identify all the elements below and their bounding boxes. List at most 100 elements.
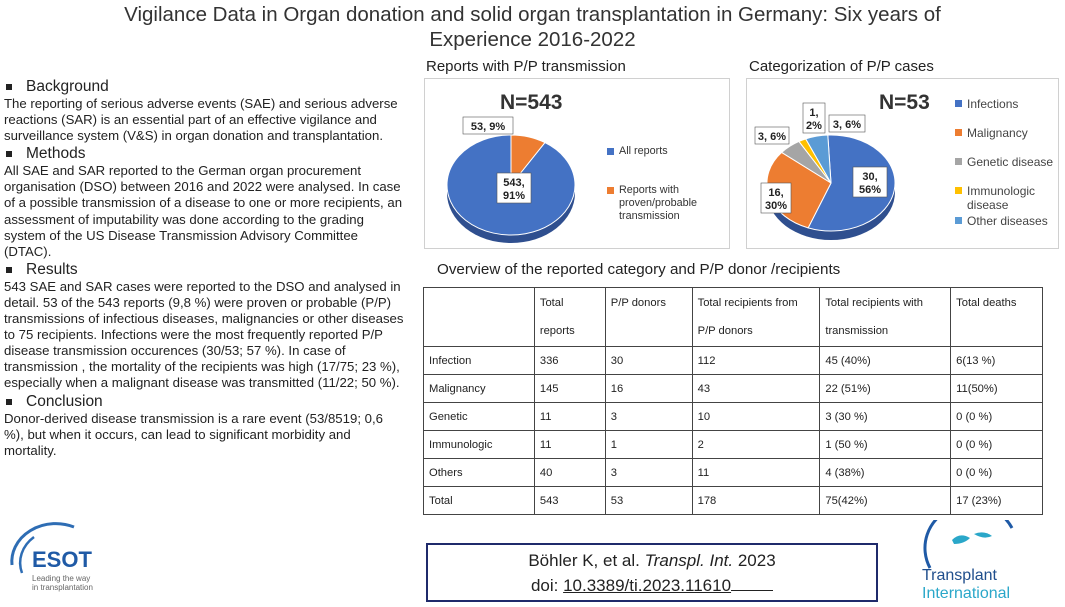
bullet-icon [6, 84, 12, 90]
header-cell: P/P donors [604, 287, 693, 347]
overview-table: Total reports P/P donors Total recipient… [423, 287, 1043, 515]
background-heading: Background [4, 78, 406, 96]
doi-line: doi: 10.3389/ti.2023.11610 [428, 573, 876, 598]
table-header-row: Total reports P/P donors Total recipient… [423, 287, 1043, 347]
header-cell: Total recipients from P/P donors [691, 287, 821, 347]
chart2-n-label: N=53 [879, 91, 930, 114]
svg-text:3, 6%: 3, 6% [833, 119, 861, 131]
chart1-n-label: N=543 [500, 91, 563, 114]
table-cell: 11 [533, 402, 606, 431]
table-row: Total 543 53 178 75(42%) 17 (23%) [423, 486, 1043, 515]
bullet-icon [6, 151, 12, 158]
row-label-cell: Others [423, 458, 535, 487]
esot-tagline-1: Leading the way [32, 574, 90, 583]
table-cell: 0 (0 %) [950, 402, 1043, 431]
table-cell: 11(50%) [950, 374, 1043, 403]
table-cell: 30 [604, 346, 693, 375]
legend-swatch [607, 187, 614, 194]
bullet-icon [6, 266, 12, 273]
chart2-frame: N=53 30, 56% 16, 30% 3, 6% 1, 2% 3, 6% Infectio… [746, 78, 1059, 249]
row-label-cell: Infection [423, 346, 535, 375]
row-label-cell: Immunologic [423, 430, 535, 459]
chart2-pie: 30,56% 16,30% 3, 6% 1,2% 3, 6% [754, 102, 896, 240]
table-cell: 11 [533, 430, 606, 459]
ti-hand-icon [952, 535, 970, 544]
legend-item-genetic: Genetic disease [955, 155, 1053, 169]
svg-text:16,: 16, [768, 187, 783, 199]
table-row: Others 40 3 11 4 (38%) 0 (0 %) [423, 458, 1043, 487]
ti-wordmark-2: International [922, 585, 1010, 602]
data-label: 1,2% [802, 102, 826, 134]
doi-link[interactable]: 10.3389/ti.2023.11610 [563, 576, 732, 595]
ti-hand-icon [974, 532, 992, 538]
background-text: The reporting of serious adverse events … [4, 96, 398, 144]
chart2-title: Categorization of P/P cases [749, 58, 934, 75]
transplant-international-logo: Transplant International [922, 520, 1014, 602]
legend-swatch [955, 100, 962, 107]
results-heading: Results [4, 261, 406, 279]
data-label: 53, 9% [462, 116, 514, 135]
table-cell: 3 [604, 458, 693, 487]
citation-authors: Böhler K, et al. [528, 551, 640, 570]
svg-text:2%: 2% [806, 120, 822, 132]
table-cell: 6(13 %) [950, 346, 1043, 375]
table-cell: 2 [691, 430, 821, 459]
legend-swatch [607, 148, 614, 155]
legend-item-pp-reports: Reports with proven/probable transmissio… [607, 184, 727, 223]
abstract-column: Background The reporting of serious adve… [4, 78, 406, 460]
table-row: Malignancy 145 16 43 22 (51%) 11(50%) [423, 374, 1043, 403]
chart1-legend: All reports Reports with proven/probable… [607, 145, 727, 223]
table-cell: 53 [604, 486, 693, 515]
poster-title: Vigilance Data in Organ donation and sol… [0, 2, 1065, 52]
table-cell: 75(42%) [819, 486, 952, 515]
table-cell: 45 (40%) [819, 346, 952, 375]
header-cell [423, 287, 535, 347]
table-cell: 543 [533, 486, 606, 515]
table-row: Immunologic 11 1 2 1 (50 %) 0 (0 %) [423, 430, 1043, 459]
header-cell: Total reports [533, 287, 606, 347]
legend-item-all-reports: All reports [607, 145, 727, 158]
svg-text:56%: 56% [859, 184, 881, 196]
table-cell: 22 (51%) [819, 374, 952, 403]
svg-text:1,: 1, [809, 107, 818, 119]
table-cell: 43 [691, 374, 821, 403]
svg-text:3, 6%: 3, 6% [758, 131, 786, 143]
esot-tagline-2: in transplantation [32, 583, 93, 592]
pie-slice [510, 134, 546, 187]
conclusion-text: Donor-derived disease transmission is a … [4, 410, 383, 458]
legend-item-infections: Infections [955, 97, 1018, 111]
title-line-1: Vigilance Data in Organ donation and sol… [124, 3, 941, 26]
svg-text:91%: 91% [503, 190, 525, 202]
chart2-legend: Infections Malignancy Genetic disease Im… [955, 97, 1059, 247]
legend-swatch [955, 187, 962, 194]
legend-item-other: Other diseases [955, 214, 1048, 228]
row-label-cell: Total [423, 486, 535, 515]
table-cell: 11 [691, 458, 821, 487]
table-cell: 112 [691, 346, 821, 375]
table-cell: 0 (0 %) [950, 458, 1043, 487]
table-cell: 3 (30 %) [819, 402, 952, 431]
svg-text:30%: 30% [765, 200, 787, 212]
legend-item-malignancy: Malignancy [955, 126, 1028, 140]
table-cell: 17 (23%) [950, 486, 1043, 515]
chart1-title: Reports with P/P transmission [426, 58, 626, 75]
table-row: Infection 336 30 112 45 (40%) 6(13 %) [423, 346, 1043, 375]
citation-box: Böhler K, et al. Transpl. Int. 2023 doi:… [426, 543, 878, 602]
data-label: 3, 6% [828, 114, 866, 133]
table-title: Overview of the reported category and P/… [437, 261, 841, 278]
data-label: 16,30% [760, 182, 792, 214]
citation-line: Böhler K, et al. Transpl. Int. 2023 [428, 548, 876, 573]
data-label: 543,91% [496, 172, 532, 204]
methods-heading: Methods [4, 145, 406, 163]
legend-swatch [955, 217, 962, 224]
chart1-frame: N=543 543, 91% 53, 9% All reports Reports … [424, 78, 730, 249]
methods-text: All SAE and SAR reported to the German o… [4, 163, 403, 259]
header-cell: Total recipients with transmission [819, 287, 952, 347]
esot-arc [10, 522, 75, 566]
table-cell: 178 [691, 486, 821, 515]
legend-item-immunologic: Immunologic disease [955, 184, 1055, 212]
table-row: Genetic 11 3 10 3 (30 %) 0 (0 %) [423, 402, 1043, 431]
ti-wordmark-1: Transplant [922, 567, 998, 584]
svg-text:30,: 30, [862, 171, 877, 183]
table-cell: 10 [691, 402, 821, 431]
